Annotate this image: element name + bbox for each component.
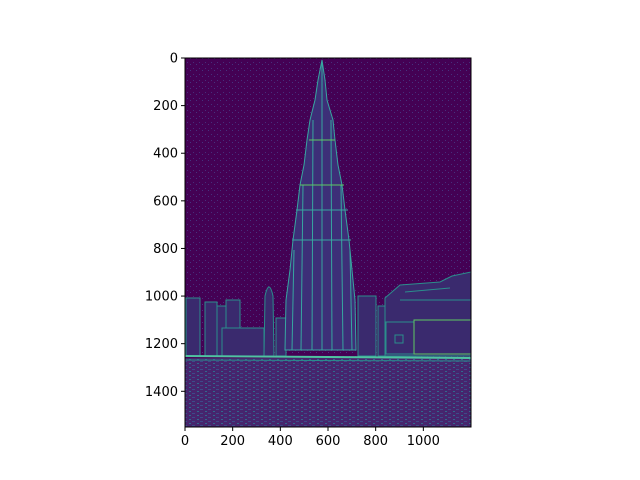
tower: [284, 59, 357, 351]
y-tick-label: 1400: [145, 385, 178, 400]
x-tick-label: 600: [316, 434, 341, 449]
water-region: [185, 358, 471, 427]
x-tick-label: 0: [181, 434, 189, 449]
x-axis-ticks: 0 200 400 600 800 1000: [181, 427, 440, 449]
y-tick-label: 0: [170, 52, 178, 67]
x-tick-label: 400: [268, 434, 293, 449]
x-tick-label: 200: [220, 434, 245, 449]
x-tick-label: 1000: [407, 434, 440, 449]
image-area: [185, 58, 471, 427]
y-axis-ticks: 0 200 400 600 800 1000 1200 1400: [145, 52, 185, 400]
x-tick-label: 800: [363, 434, 388, 449]
promenade-line-lower: [185, 359, 471, 362]
y-tick-label: 800: [153, 242, 178, 257]
y-tick-label: 400: [153, 147, 178, 162]
y-tick-label: 1200: [145, 337, 178, 352]
y-tick-label: 1000: [145, 290, 178, 305]
right-skyline: [357, 271, 471, 357]
y-tick-label: 200: [153, 99, 178, 114]
promenade-line: [185, 355, 471, 359]
y-tick-label: 600: [153, 194, 178, 209]
